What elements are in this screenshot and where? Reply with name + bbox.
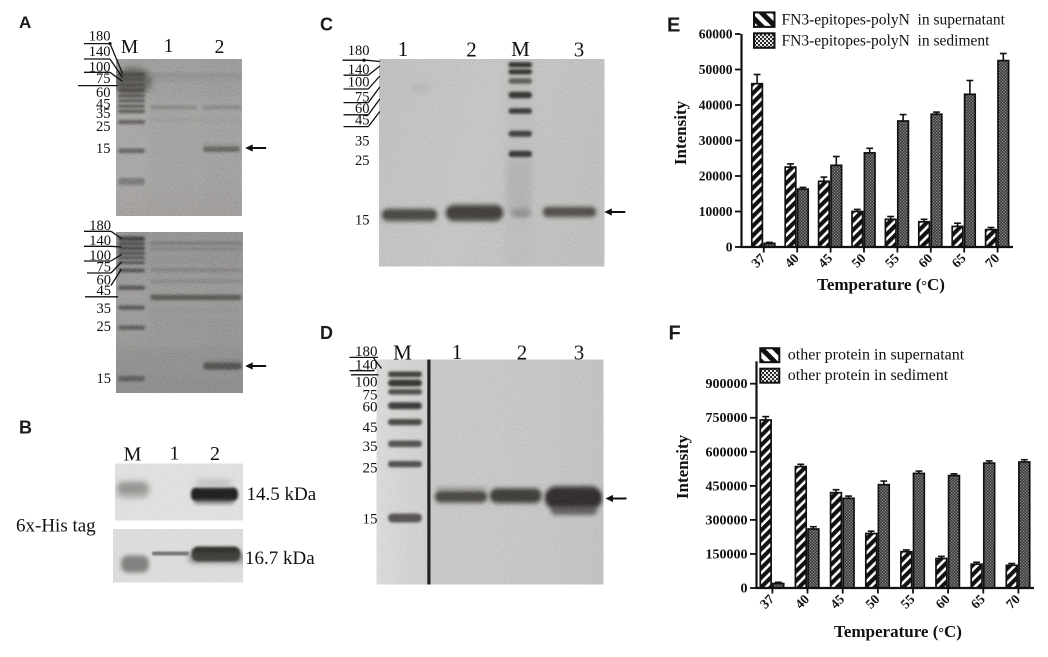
svg-text:75: 75 xyxy=(355,89,370,105)
svg-text:other protein in sediment: other protein in sediment xyxy=(788,367,949,384)
svg-text:45: 45 xyxy=(96,96,111,112)
svg-text:other protein in supernatant: other protein in supernatant xyxy=(788,347,965,364)
svg-text:35: 35 xyxy=(363,439,378,455)
svg-text:45: 45 xyxy=(363,420,378,436)
svg-text:75: 75 xyxy=(96,71,111,87)
svg-text:450000: 450000 xyxy=(706,479,748,494)
svg-text:25: 25 xyxy=(96,119,111,135)
svg-text:0: 0 xyxy=(726,240,733,255)
svg-text:Temperature (°C): Temperature (°C) xyxy=(834,622,962,641)
svg-text:3: 3 xyxy=(574,341,585,365)
svg-text:25: 25 xyxy=(363,460,378,476)
svg-text:2: 2 xyxy=(215,37,225,58)
svg-text:2: 2 xyxy=(517,341,528,365)
svg-text:M: M xyxy=(124,444,142,466)
svg-text:3: 3 xyxy=(574,38,585,62)
svg-text:100: 100 xyxy=(348,75,370,91)
svg-text:M: M xyxy=(121,37,138,58)
svg-text:FN3-epitopes-polyN in sedimen: FN3-epitopes-polyN in sediment xyxy=(782,32,991,49)
svg-text:Temperature (°C): Temperature (°C) xyxy=(817,275,945,294)
svg-text:600000: 600000 xyxy=(706,445,748,460)
svg-text:B: B xyxy=(19,418,32,438)
svg-text:150000: 150000 xyxy=(706,548,748,563)
svg-text:100: 100 xyxy=(89,248,111,264)
svg-text:6x-His tag: 6x-His tag xyxy=(16,516,96,537)
svg-text:1: 1 xyxy=(164,36,174,57)
svg-text:15: 15 xyxy=(363,512,378,528)
svg-text:1: 1 xyxy=(398,37,409,61)
svg-text:45: 45 xyxy=(355,112,370,128)
svg-text:60: 60 xyxy=(96,85,111,101)
svg-text:FN3-epitopes-polyN in superna: FN3-epitopes-polyN in supernatant xyxy=(782,11,1006,28)
svg-text:0: 0 xyxy=(741,582,748,597)
svg-text:Intensity: Intensity xyxy=(673,434,692,499)
svg-text:60: 60 xyxy=(355,101,370,117)
svg-text:60000: 60000 xyxy=(699,27,733,42)
svg-text:60: 60 xyxy=(363,399,378,415)
svg-text:75: 75 xyxy=(363,388,378,404)
svg-text:900000: 900000 xyxy=(706,377,748,392)
svg-text:15: 15 xyxy=(97,371,112,387)
svg-text:140: 140 xyxy=(348,62,370,78)
svg-text:30000: 30000 xyxy=(699,133,733,148)
svg-text:140: 140 xyxy=(355,357,378,373)
svg-text:180: 180 xyxy=(89,218,111,234)
svg-text:2: 2 xyxy=(210,443,220,465)
svg-text:20000: 20000 xyxy=(699,169,733,184)
svg-text:180: 180 xyxy=(89,28,111,44)
svg-text:2: 2 xyxy=(466,38,477,62)
svg-text:45: 45 xyxy=(97,283,112,299)
svg-text:180: 180 xyxy=(348,43,370,59)
svg-text:75: 75 xyxy=(97,260,112,276)
svg-text:60: 60 xyxy=(97,273,112,289)
svg-text:M: M xyxy=(511,37,530,61)
svg-text:50000: 50000 xyxy=(699,62,733,77)
svg-text:M: M xyxy=(393,341,412,365)
svg-text:F: F xyxy=(669,323,681,345)
svg-text:E: E xyxy=(667,15,680,37)
svg-text:10000: 10000 xyxy=(699,204,733,219)
svg-text:Intensity: Intensity xyxy=(671,100,690,165)
svg-text:A: A xyxy=(19,13,31,32)
svg-text:140: 140 xyxy=(89,233,111,249)
svg-text:15: 15 xyxy=(96,141,111,157)
svg-text:15: 15 xyxy=(355,212,370,228)
svg-text:100: 100 xyxy=(89,59,111,75)
svg-text:300000: 300000 xyxy=(706,513,748,528)
svg-text:40000: 40000 xyxy=(699,98,733,113)
svg-text:140: 140 xyxy=(89,44,111,60)
svg-text:25: 25 xyxy=(355,153,370,169)
svg-text:750000: 750000 xyxy=(706,411,748,426)
svg-text:1: 1 xyxy=(452,340,463,364)
svg-text:35: 35 xyxy=(97,301,112,317)
svg-text:100: 100 xyxy=(355,374,378,390)
svg-text:35: 35 xyxy=(355,133,370,149)
svg-text:25: 25 xyxy=(97,319,112,335)
svg-text:180: 180 xyxy=(355,344,378,360)
svg-text:35: 35 xyxy=(96,106,111,122)
svg-text:14.5 kDa: 14.5 kDa xyxy=(247,484,317,505)
svg-text:D: D xyxy=(320,323,333,343)
svg-text:C: C xyxy=(320,15,333,35)
svg-text:16.7 kDa: 16.7 kDa xyxy=(245,548,315,569)
svg-text:1: 1 xyxy=(170,443,180,465)
